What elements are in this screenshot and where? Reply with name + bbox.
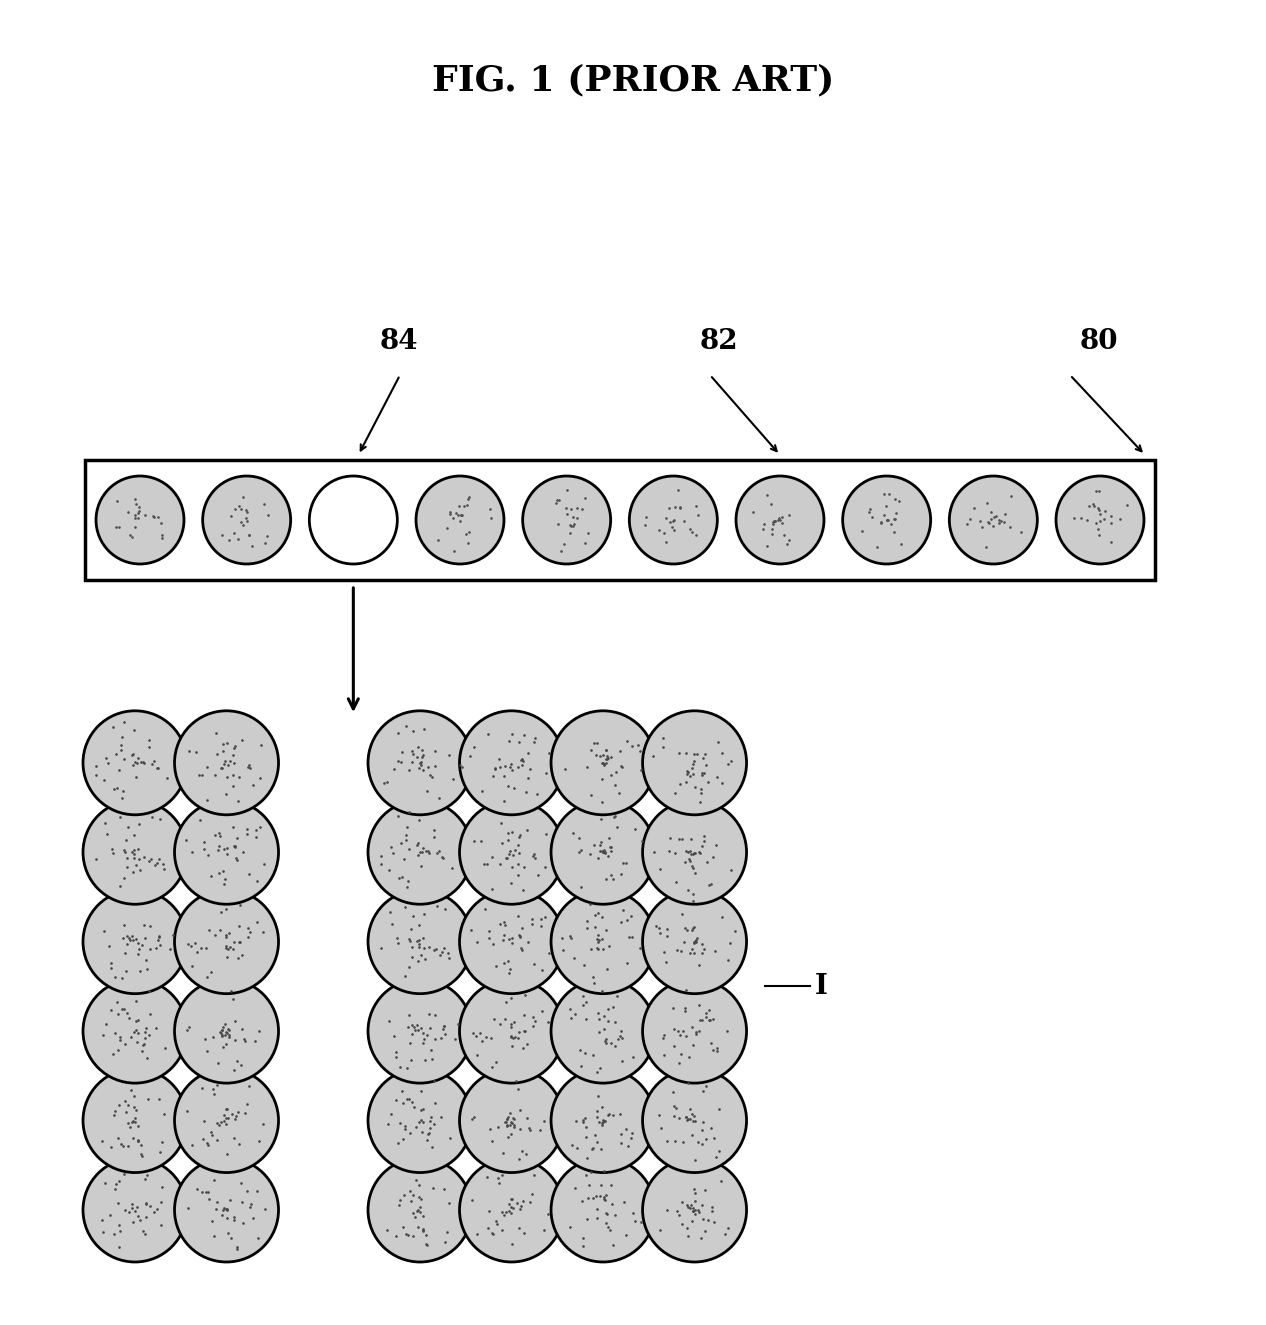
- Circle shape: [309, 476, 398, 564]
- Circle shape: [460, 889, 563, 994]
- Circle shape: [368, 710, 472, 815]
- Circle shape: [629, 476, 718, 564]
- Circle shape: [460, 800, 563, 904]
- Circle shape: [460, 1158, 563, 1261]
- Circle shape: [551, 1158, 655, 1261]
- Circle shape: [368, 889, 472, 994]
- Circle shape: [84, 1158, 187, 1261]
- Circle shape: [950, 476, 1037, 564]
- Circle shape: [175, 800, 279, 904]
- Circle shape: [523, 476, 610, 564]
- Circle shape: [843, 476, 931, 564]
- Circle shape: [175, 1068, 279, 1173]
- Circle shape: [643, 979, 747, 1083]
- Circle shape: [736, 476, 824, 564]
- Circle shape: [368, 979, 472, 1083]
- Circle shape: [368, 1158, 472, 1261]
- Circle shape: [175, 710, 279, 815]
- Text: 84: 84: [380, 329, 419, 355]
- Circle shape: [84, 979, 187, 1083]
- Circle shape: [643, 710, 747, 815]
- Circle shape: [175, 889, 279, 994]
- Circle shape: [368, 800, 472, 904]
- Circle shape: [84, 710, 187, 815]
- Text: I: I: [814, 973, 828, 1000]
- Circle shape: [96, 476, 184, 564]
- Circle shape: [175, 1158, 279, 1261]
- Circle shape: [643, 1158, 747, 1261]
- Circle shape: [551, 1068, 655, 1173]
- Circle shape: [460, 1068, 563, 1173]
- Text: 80: 80: [1080, 329, 1118, 355]
- Circle shape: [643, 1068, 747, 1173]
- Text: 82: 82: [700, 329, 738, 355]
- Circle shape: [551, 710, 655, 815]
- Circle shape: [203, 476, 291, 564]
- Circle shape: [417, 476, 504, 564]
- Circle shape: [551, 889, 655, 994]
- Circle shape: [460, 710, 563, 815]
- Circle shape: [643, 889, 747, 994]
- Text: FIG. 1 (PRIOR ART): FIG. 1 (PRIOR ART): [432, 64, 834, 97]
- Circle shape: [551, 979, 655, 1083]
- Circle shape: [84, 800, 187, 904]
- Circle shape: [368, 1068, 472, 1173]
- Circle shape: [175, 979, 279, 1083]
- Circle shape: [551, 800, 655, 904]
- Circle shape: [643, 800, 747, 904]
- Circle shape: [84, 1068, 187, 1173]
- Circle shape: [460, 979, 563, 1083]
- Circle shape: [1056, 476, 1144, 564]
- Circle shape: [84, 889, 187, 994]
- Bar: [85, 460, 1155, 580]
